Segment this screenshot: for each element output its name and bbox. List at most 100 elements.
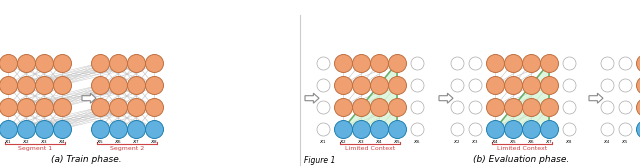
Point <box>95 62 105 64</box>
Point <box>131 84 141 86</box>
Point <box>564 62 574 64</box>
Point <box>564 106 574 108</box>
Text: (b) Evaluation phase.: (b) Evaluation phase. <box>473 154 569 163</box>
Text: $x_3$: $x_3$ <box>471 138 479 146</box>
Point <box>470 128 480 130</box>
Point <box>131 62 141 64</box>
Point <box>356 106 366 108</box>
Point <box>318 128 328 130</box>
Point <box>490 62 500 64</box>
Point <box>412 106 422 108</box>
Text: $x_7$: $x_7$ <box>545 138 553 146</box>
Point <box>131 106 141 108</box>
Point <box>620 106 630 108</box>
Point <box>149 84 159 86</box>
Point <box>452 128 462 130</box>
Point <box>470 106 480 108</box>
Text: Limited Context: Limited Context <box>345 146 395 151</box>
Point <box>544 128 554 130</box>
Point <box>356 84 366 86</box>
Text: $x_1$: $x_1$ <box>319 138 327 146</box>
Polygon shape <box>589 93 603 103</box>
Text: $x_2$: $x_2$ <box>22 138 30 146</box>
Point <box>564 128 574 130</box>
Text: $x_5$: $x_5$ <box>509 138 517 146</box>
Point <box>21 84 31 86</box>
Point <box>318 62 328 64</box>
Point <box>620 62 630 64</box>
Point <box>113 106 123 108</box>
Text: (a) Train phase.: (a) Train phase. <box>51 154 122 163</box>
Point <box>620 84 630 86</box>
Point <box>544 106 554 108</box>
Point <box>452 62 462 64</box>
Point <box>57 84 67 86</box>
Point <box>3 84 13 86</box>
Point <box>412 128 422 130</box>
Point <box>374 106 384 108</box>
Point <box>526 62 536 64</box>
Point <box>338 62 348 64</box>
Point <box>602 106 612 108</box>
Point <box>21 106 31 108</box>
Point <box>490 106 500 108</box>
Point <box>490 84 500 86</box>
Point <box>21 62 31 64</box>
Point <box>490 128 500 130</box>
Point <box>356 62 366 64</box>
Point <box>338 106 348 108</box>
Point <box>39 62 49 64</box>
Point <box>39 106 49 108</box>
Point <box>149 62 159 64</box>
Text: Figure 1: Figure 1 <box>304 156 336 165</box>
Point <box>508 106 518 108</box>
Point <box>526 106 536 108</box>
Text: $x_8$: $x_8$ <box>150 138 158 146</box>
Text: Limited Context: Limited Context <box>497 146 547 151</box>
Point <box>412 84 422 86</box>
Point <box>338 84 348 86</box>
Text: $x_3$: $x_3$ <box>40 138 48 146</box>
Text: $x_4$: $x_4$ <box>58 138 66 146</box>
Point <box>356 128 366 130</box>
Point <box>3 128 13 130</box>
Point <box>113 62 123 64</box>
Text: $x_5$: $x_5$ <box>96 138 104 146</box>
Text: Segment 2: Segment 2 <box>110 146 144 151</box>
Text: $x_4$: $x_4$ <box>604 138 611 146</box>
Point <box>564 84 574 86</box>
Point <box>3 106 13 108</box>
Point <box>508 128 518 130</box>
Point <box>318 84 328 86</box>
Text: $x_2$: $x_2$ <box>339 138 347 146</box>
Point <box>508 84 518 86</box>
Polygon shape <box>305 93 319 103</box>
Point <box>57 62 67 64</box>
Polygon shape <box>495 63 549 129</box>
Point <box>39 84 49 86</box>
Point <box>57 128 67 130</box>
Text: $x_5$: $x_5$ <box>621 138 628 146</box>
Point <box>452 84 462 86</box>
Text: $x_5$: $x_5$ <box>393 138 401 146</box>
Point <box>149 106 159 108</box>
Point <box>508 62 518 64</box>
Point <box>392 62 402 64</box>
Point <box>452 106 462 108</box>
Point <box>544 84 554 86</box>
Point <box>392 128 402 130</box>
Point <box>470 62 480 64</box>
Point <box>602 84 612 86</box>
Point <box>95 128 105 130</box>
Text: Segment 1: Segment 1 <box>18 146 52 151</box>
Text: $x_6$: $x_6$ <box>114 138 122 146</box>
Text: $x_6$: $x_6$ <box>413 138 420 146</box>
Point <box>374 62 384 64</box>
Point <box>95 84 105 86</box>
Text: $x_2$: $x_2$ <box>453 138 461 146</box>
Point <box>526 128 536 130</box>
Point <box>526 84 536 86</box>
Text: $x_4$: $x_4$ <box>375 138 383 146</box>
Point <box>131 128 141 130</box>
Point <box>149 128 159 130</box>
